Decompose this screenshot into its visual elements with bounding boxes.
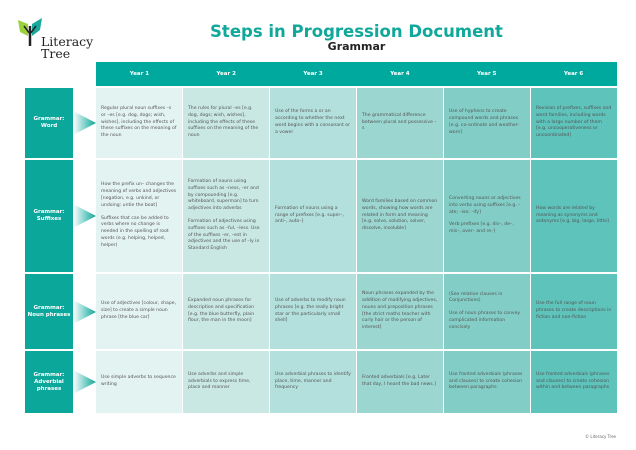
- table-cell: The rules for plural –es [e.g. dog, dogs…: [183, 88, 269, 158]
- arrow-icon: [73, 160, 96, 272]
- cell-text: Regular plural noun suffixes –s or –es […: [101, 106, 177, 139]
- cell-text: Formation of nouns using a range of pref…: [275, 205, 344, 225]
- cell-text: Formation of nouns using suffixes such a…: [188, 179, 259, 212]
- cell-text: Use the full range of noun phrases to cr…: [536, 301, 612, 320]
- cell-text: The grammatical difference between plura…: [362, 112, 437, 132]
- cell-text: Use adverbs and simple adverbials to exp…: [188, 371, 251, 391]
- table-cell: How the prefix un– changes the meaning o…: [96, 160, 182, 272]
- row-label: Grammar: Adverbial phrases: [25, 351, 73, 413]
- table-cell: Use the full range of noun phrases to cr…: [531, 274, 617, 349]
- year-header-1: Year 1: [129, 71, 150, 77]
- logo-text-line2: Tree: [41, 46, 71, 61]
- table-cell: Fronted adverbials [e.g. Later that day,…: [357, 351, 443, 413]
- year-header-row: Year 1 Year 2 Year 3 Year 4 Year 5 Year 6: [96, 62, 617, 86]
- arrow-icon: [73, 351, 96, 413]
- cell-text: Use adverbial phrases to identify place,…: [275, 371, 351, 391]
- cell-text: Use simple adverbs to sequence writing: [101, 375, 176, 387]
- page-subtitle: Grammar: [327, 40, 386, 53]
- cell-text: Suffixes that can be added to verbs wher…: [101, 215, 169, 248]
- table-cell: Word families based on common words, sho…: [357, 160, 443, 272]
- tree-icon: [18, 18, 42, 46]
- year-header-5: Year 5: [477, 71, 497, 77]
- row-label: Grammar: Noun phrases: [25, 274, 73, 349]
- cell-text: How words are related by meaning as syno…: [536, 205, 609, 225]
- table-row: Grammar: Adverbial phrases Use simple adv…: [25, 351, 617, 413]
- table-cell: (See relative clauses in Conjunctions) Us…: [444, 274, 530, 349]
- arrow-icon: [73, 88, 96, 158]
- cell-text: Use fronted adverbials (phrases and clau…: [536, 371, 610, 391]
- cell-text: Use of adverbs to modify noun phrases [e…: [275, 297, 346, 324]
- table-row: Grammar: Word Regular plural noun suffixe…: [25, 88, 617, 158]
- logo-text-line1: Literacy: [41, 34, 94, 49]
- table-cell: Use simple adverbs to sequence writing: [96, 351, 182, 413]
- table-cell: Expanded noun phrases for description an…: [183, 274, 269, 349]
- cell-text: Use fronted adverbials (phrases and clau…: [449, 371, 523, 391]
- cell-text: Converting nouns or adjectives into verb…: [449, 196, 521, 215]
- table-cell: Formation of nouns using suffixes such a…: [183, 160, 269, 272]
- cell-text: Use of noun phrases to convey complicate…: [449, 311, 521, 330]
- table-cell: Use fronted adverbials (phrases and clau…: [444, 351, 530, 413]
- table-cell: Revision of prefixes, suffixes and word …: [531, 88, 617, 158]
- table-cell: Use adverbs and simple adverbials to exp…: [183, 351, 269, 413]
- cell-text: Use of adjectives [colour, shape, size] …: [101, 301, 177, 320]
- cell-text: How the prefix un– changes the meaning o…: [101, 182, 177, 208]
- table-cell: Use adverbial phrases to identify place,…: [270, 351, 356, 413]
- row-label: Grammar: Suffixes: [25, 160, 73, 272]
- cell-text: Verb prefixes [e.g. dis–, de–, mis–, ove…: [449, 222, 514, 235]
- cell-text: (See relative clauses in Conjunctions): [449, 291, 503, 304]
- year-header-6: Year 6: [563, 71, 584, 77]
- table-cell: Use of adverbs to modify noun phrases [e…: [270, 274, 356, 349]
- row-label: Grammar: Word: [25, 88, 73, 158]
- table-cell: Use of adjectives [colour, shape, size] …: [96, 274, 182, 349]
- table-row: Grammar: Suffixes How the prefix un– chan…: [25, 160, 617, 272]
- table-cell: Noun phrases expanded by the addition of…: [357, 274, 443, 349]
- table-cell: Use of the forms a or an according to wh…: [270, 88, 356, 158]
- cell-text: Noun phrases expanded by the addition of…: [362, 291, 438, 331]
- cell-text: Formation of adjectives using suffixes s…: [188, 219, 260, 252]
- literacy-tree-logo: Literacy Tree: [16, 16, 96, 62]
- table-cell: How words are related by meaning as syno…: [531, 160, 617, 272]
- table-cell: Formation of nouns using a range of pref…: [270, 160, 356, 272]
- cell-text: Revision of prefixes, suffixes and word …: [536, 106, 612, 139]
- table-cell: Regular plural noun suffixes –s or –es […: [96, 88, 182, 158]
- table-row: Grammar: Noun phrases Use of adjectives […: [25, 274, 617, 349]
- year-header-2: Year 2: [216, 71, 236, 77]
- cell-text: Use of the forms a or an according to wh…: [275, 109, 350, 135]
- cell-text: Expanded noun phrases for description an…: [188, 297, 255, 324]
- cell-text: The rules for plural –es [e.g. dog, dogs…: [188, 106, 259, 139]
- table-cell: Use of hyphens to create compound words …: [444, 88, 530, 158]
- cell-text: Use of hyphens to create compound words …: [449, 109, 519, 135]
- cell-text: Word families based on common words, sho…: [362, 199, 438, 232]
- year-header-4: Year 4: [390, 71, 410, 77]
- arrow-icon: [73, 274, 96, 349]
- page-title: Steps in Progression Document: [210, 22, 503, 41]
- cell-text: Fronted adverbials [e.g. Later that day,…: [362, 375, 436, 387]
- table-cell: The grammatical difference between plura…: [357, 88, 443, 158]
- copyright: © Literacy Tree: [585, 434, 616, 439]
- table-cell: Use fronted adverbials (phrases and clau…: [531, 351, 617, 413]
- year-header-3: Year 3: [303, 71, 323, 77]
- table-cell: Converting nouns or adjectives into verb…: [444, 160, 530, 272]
